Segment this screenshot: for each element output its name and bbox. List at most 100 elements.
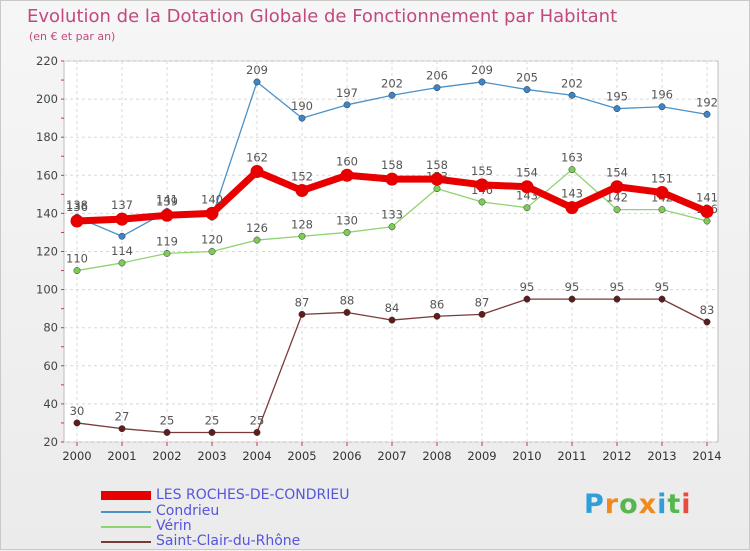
data-point [385,172,399,186]
data-point [208,248,216,255]
legend-swatch [101,511,151,513]
data-label: 142 [606,191,628,205]
x-tick-label: 2009 [467,449,496,463]
data-label: 25 [250,413,265,427]
data-point [118,259,126,267]
data-point [343,309,351,316]
data-label: 141 [156,192,178,206]
data-point [478,198,486,206]
data-label: 139 [156,194,178,208]
y-tick-label: 120 [36,245,58,259]
logo-letter: o [619,489,639,520]
data-point [658,103,666,111]
logo-letter: r [604,489,620,520]
data-label: 128 [291,217,313,231]
x-tick-label: 2006 [332,449,361,463]
legend-swatch [101,541,151,543]
data-label: 151 [651,171,673,185]
data-label: 138 [66,198,88,212]
data-point [613,105,621,113]
data-point [118,232,126,240]
data-point [655,185,669,199]
data-point [298,114,306,122]
x-tick-label: 2011 [557,449,586,463]
data-label: 154 [516,166,538,180]
data-label: 87 [295,295,310,309]
y-tick-label: 40 [43,397,58,411]
data-point [568,295,576,303]
y-tick-label: 100 [36,283,58,297]
data-label: 95 [655,280,670,294]
data-label: 163 [561,151,583,165]
data-label: 196 [651,88,673,102]
data-point [610,180,624,194]
data-label: 30 [70,404,85,418]
data-label: 206 [426,69,448,83]
data-point [568,166,576,174]
data-point [703,110,711,118]
data-label: 195 [606,90,628,104]
data-point [163,249,171,257]
data-label: 86 [430,297,445,311]
data-point [253,78,261,86]
data-label: 25 [160,413,175,427]
data-label: 87 [475,295,490,309]
data-label: 136 [66,200,88,214]
data-point [163,429,171,436]
data-point [73,267,81,274]
x-tick-label: 2008 [422,449,451,463]
data-point [298,232,306,240]
data-label: 95 [610,280,625,294]
y-tick-label: 200 [36,92,58,106]
data-label: 114 [111,244,133,258]
data-label: 140 [201,192,223,206]
data-label: 197 [336,86,358,100]
legend-swatch [101,526,151,528]
legend-swatch [101,491,151,500]
data-point [520,180,534,194]
x-tick-label: 2013 [647,449,676,463]
data-point [73,419,81,427]
data-point [613,295,621,303]
data-point [430,172,444,186]
data-point [118,425,126,433]
data-point [340,168,354,182]
data-label: 209 [471,63,493,77]
data-label: 141 [696,190,718,204]
data-label: 158 [381,158,403,172]
chart-title: Evolution de la Dotation Globale de Fonc… [27,6,618,27]
x-tick-label: 2005 [287,449,316,463]
data-point [703,217,711,225]
data-label: 152 [291,170,313,184]
y-tick-label: 140 [36,206,58,220]
data-point [70,214,84,228]
logo-letter: t [667,489,682,520]
logo-letter: x [638,489,658,520]
data-label: 143 [561,187,583,201]
data-point [208,429,216,436]
data-label: 205 [516,71,538,85]
data-label: 130 [336,213,358,227]
data-point [700,204,714,218]
data-label: 190 [291,99,313,113]
data-point [388,223,396,231]
logo-letter: i [657,489,668,520]
x-tick-label: 2012 [602,449,631,463]
x-tick-label: 2000 [62,449,91,463]
x-tick-label: 2010 [512,449,541,463]
legend-label: Condrieu [156,503,220,519]
data-point [433,84,441,92]
data-point [343,229,351,236]
data-label: 158 [426,158,448,172]
data-label: 27 [115,410,130,424]
legend-label: LES ROCHES-DE-CONDRIEU [156,487,350,503]
data-point [115,212,129,226]
y-tick-label: 80 [43,321,58,335]
data-point [658,206,666,214]
data-point [478,310,486,318]
x-tick-label: 2003 [197,449,226,463]
data-label: 202 [381,76,403,90]
x-tick-label: 2014 [692,449,721,463]
